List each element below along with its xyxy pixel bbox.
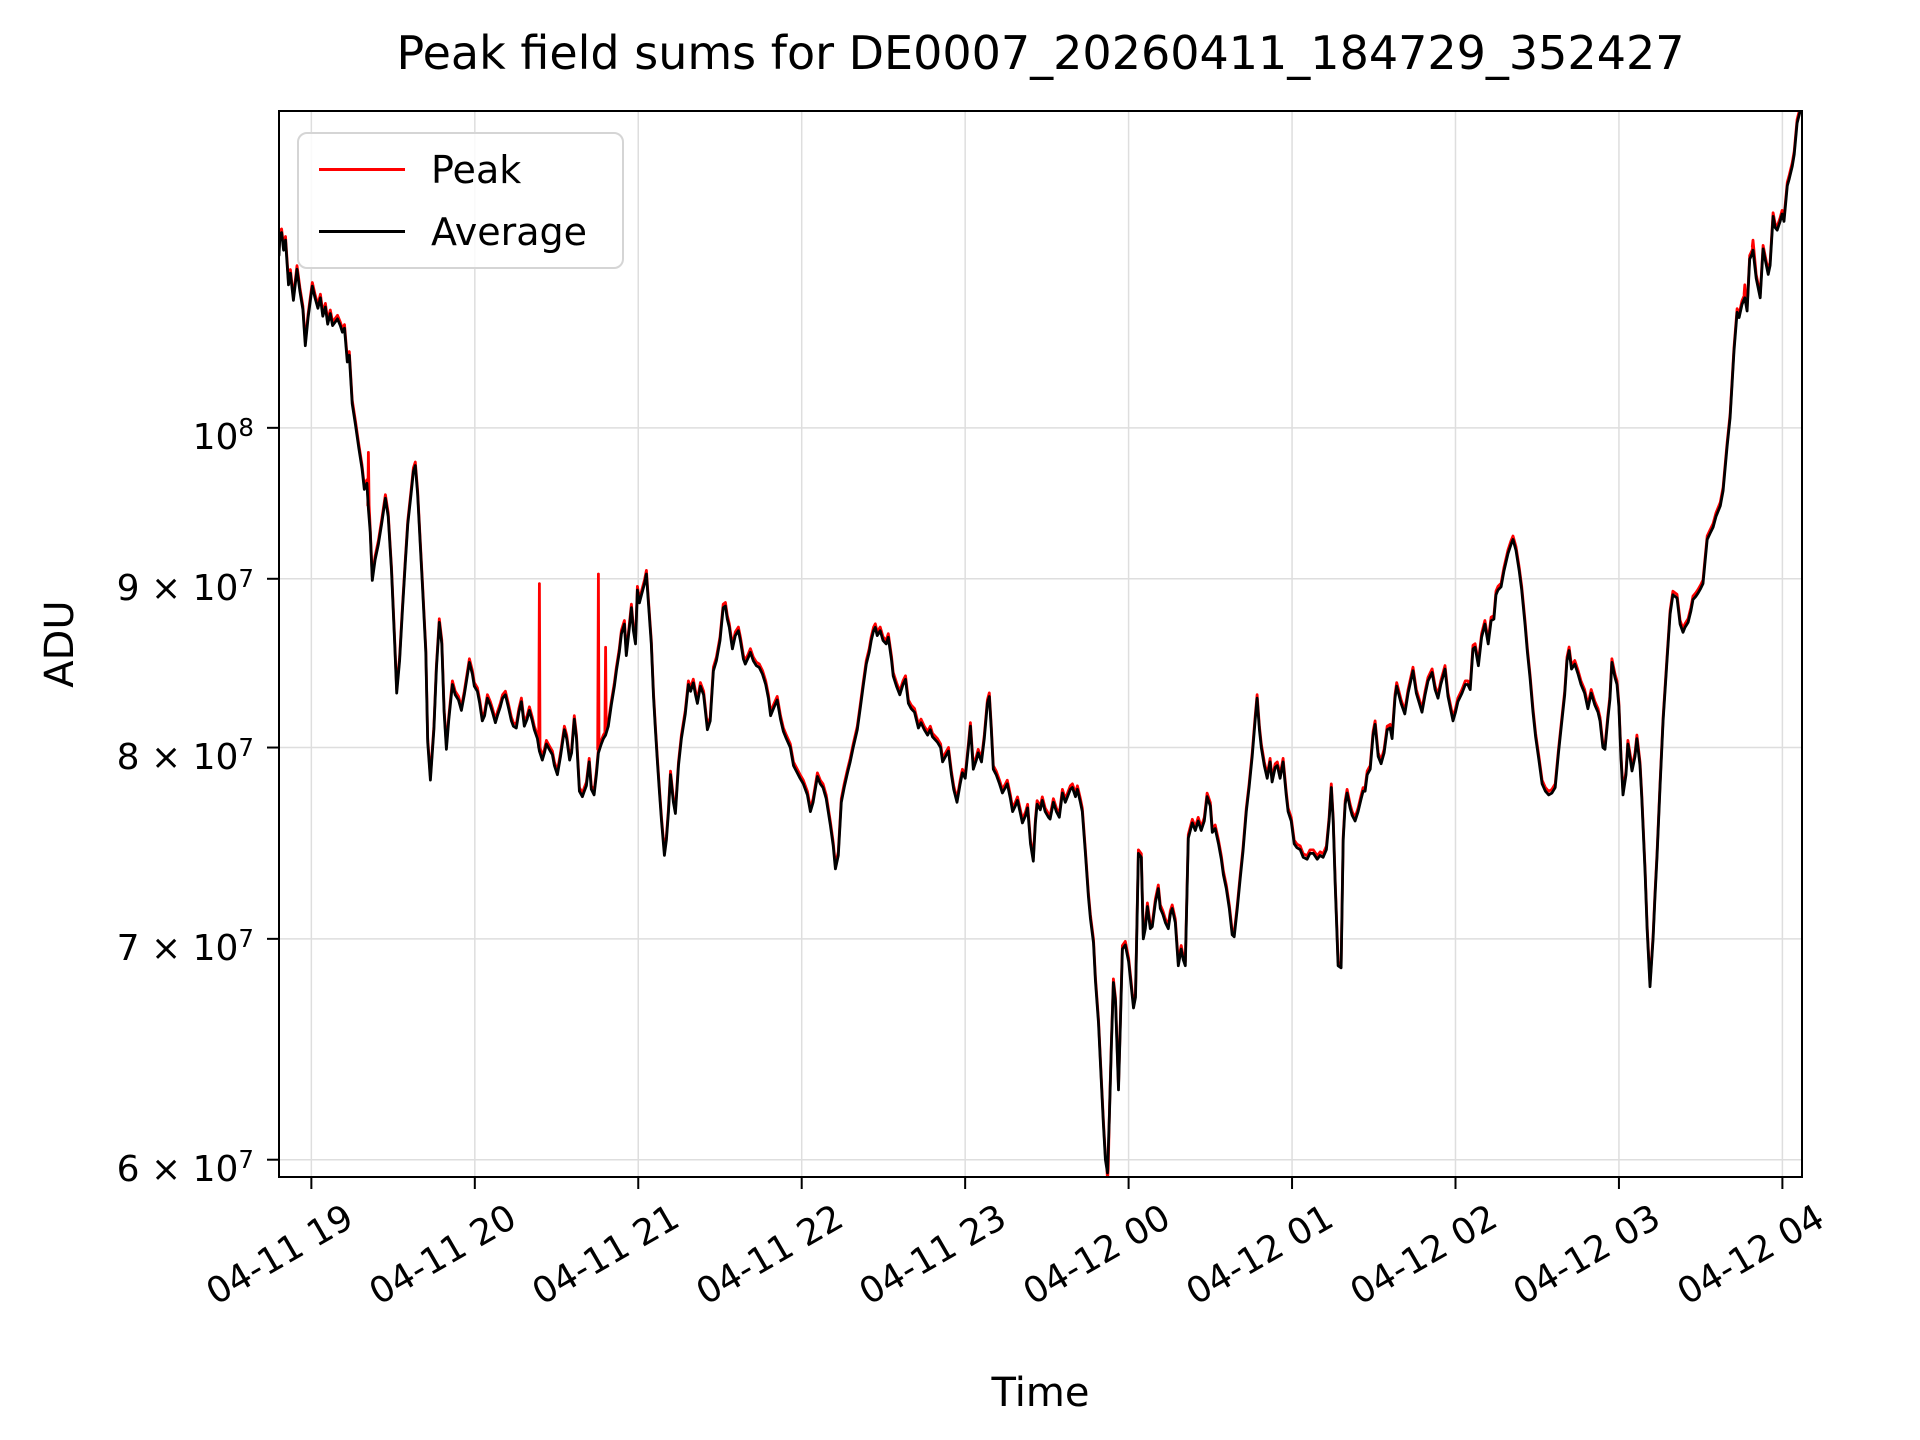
chart-title: Peak field sums for DE0007_20260411_1847… bbox=[396, 26, 1685, 80]
y-tick-label: 7 × 107 bbox=[116, 923, 254, 969]
legend-item-peak: Peak bbox=[299, 138, 622, 201]
peak-line-swatch bbox=[319, 168, 405, 171]
y-tick-label: 8 × 107 bbox=[116, 732, 254, 778]
y-tick-label: 108 bbox=[192, 412, 254, 458]
legend: Peak Average bbox=[297, 132, 624, 269]
legend-label-average: Average bbox=[431, 209, 588, 254]
y-axis-label: ADU bbox=[37, 600, 83, 688]
axes-frame bbox=[278, 110, 1803, 1178]
x-axis-label: Time bbox=[991, 1370, 1090, 1416]
legend-label-peak: Peak bbox=[431, 147, 522, 192]
y-tick-label: 6 × 107 bbox=[116, 1144, 254, 1190]
y-tick-label: 9 × 107 bbox=[116, 563, 254, 609]
legend-item-average: Average bbox=[299, 200, 622, 263]
average-series-line bbox=[279, 111, 1802, 1175]
average-line-swatch bbox=[319, 230, 405, 233]
